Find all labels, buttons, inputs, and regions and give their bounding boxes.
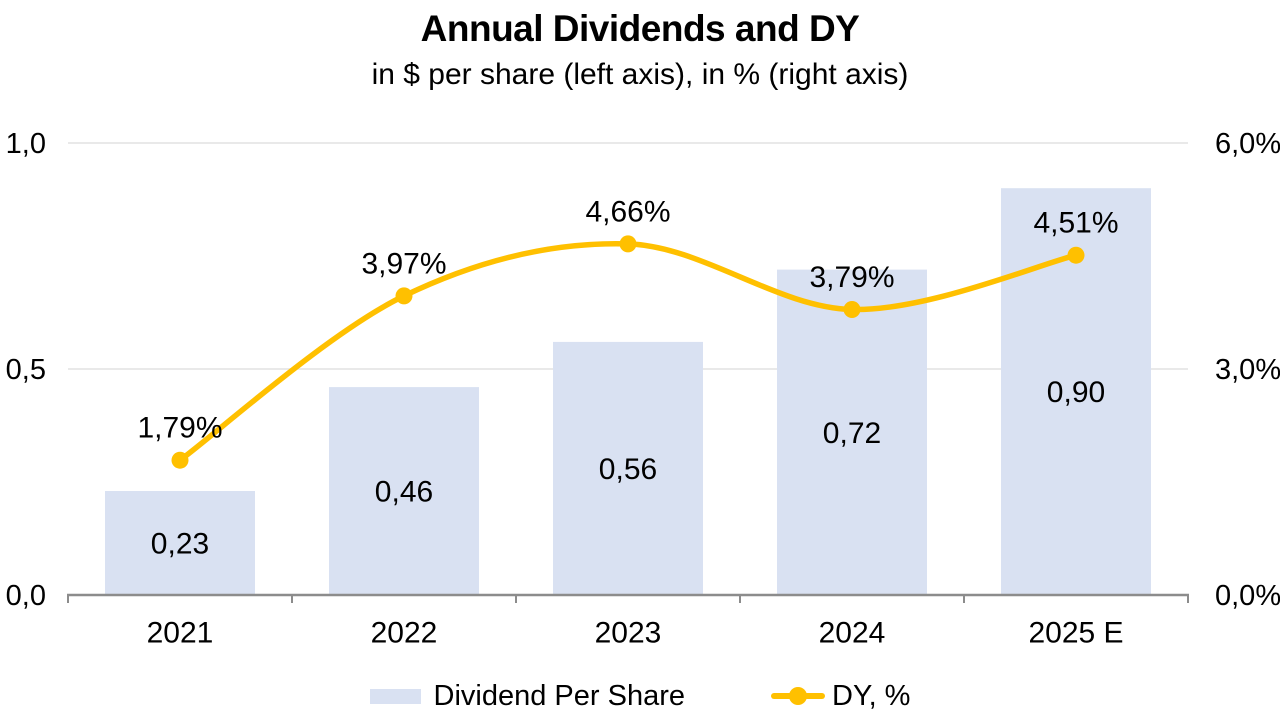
x-axis-category-label: 2024 — [819, 617, 886, 650]
line-data-label: 3,79% — [809, 261, 894, 294]
line-series-marker-icon — [789, 687, 808, 705]
x-axis-category-label: 2023 — [595, 617, 662, 650]
left-axis-tick-label: 0,0 — [6, 580, 46, 612]
dy-marker-2024 — [843, 301, 861, 318]
chart-subtitle: in $ per share (left axis), in % (right … — [371, 58, 909, 91]
bar-data-label: 0,90 — [1047, 376, 1105, 409]
legend-item-dy: DY, % — [771, 680, 910, 713]
legend-item-dividend-per-share: Dividend Per Share — [369, 679, 686, 713]
x-axis-category-label: 2025 E — [1028, 617, 1123, 650]
left-axis-tick-label: 1,0 — [6, 128, 46, 160]
dy-marker-2021 — [171, 451, 189, 469]
x-axis-category-label: 2021 — [147, 617, 214, 650]
left-axis-tick-label: 0,5 — [6, 354, 46, 386]
line-data-label: 4,66% — [585, 195, 670, 228]
x-axis-category-label: 2022 — [371, 617, 438, 650]
bar-2023 — [553, 341, 703, 595]
legend-label-dy: DY, % — [832, 679, 911, 712]
bar-series-swatch — [369, 688, 421, 704]
bar-2021 — [105, 491, 255, 595]
bar-data-label: 0,46 — [375, 476, 433, 509]
line-data-label: 1,79% — [137, 412, 222, 445]
line-data-label: 4,51% — [1033, 207, 1118, 240]
right-axis-tick-label: 3,0% — [1215, 354, 1280, 386]
line-series-swatch — [771, 687, 826, 705]
bar-2024 — [777, 269, 927, 595]
bar-data-label: 0,72 — [823, 417, 881, 450]
chart-legend: Dividend Per Share DY, % — [0, 676, 1280, 716]
bar-data-label: 0,23 — [151, 528, 209, 561]
right-axis-tick-label: 0,0% — [1215, 580, 1280, 612]
dy-marker-2022 — [395, 287, 413, 305]
right-axis-tick-label: 6,0% — [1215, 128, 1280, 160]
legend-label-dividend-per-share: Dividend Per Share — [433, 679, 686, 712]
dy-marker-2023 — [619, 235, 637, 253]
bar-data-label: 0,56 — [599, 453, 657, 486]
bar-2022 — [329, 387, 479, 595]
chart-title: Annual Dividends and DY — [420, 8, 860, 49]
line-data-label: 3,97% — [361, 247, 446, 280]
dy-marker-2025 E — [1067, 246, 1085, 264]
